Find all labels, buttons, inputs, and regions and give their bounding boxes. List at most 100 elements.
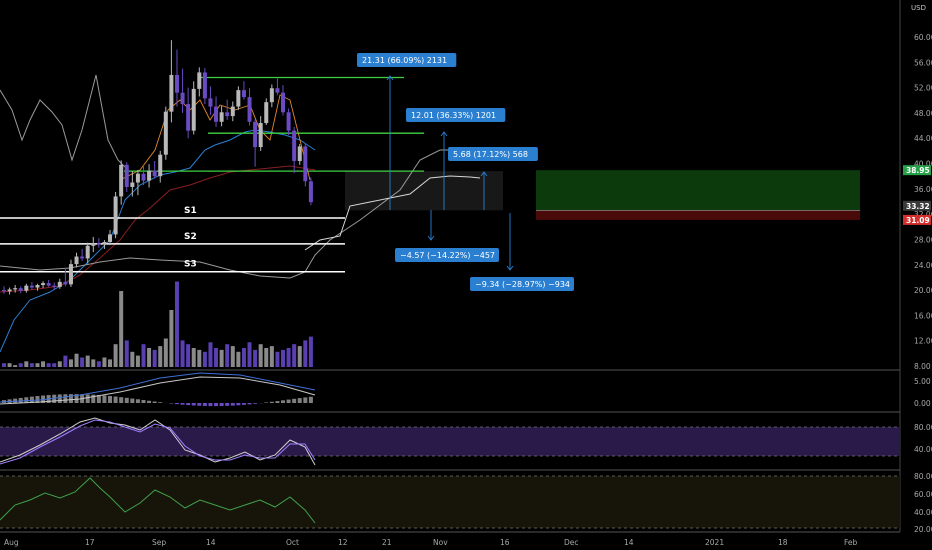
price-tick: 60.00 xyxy=(914,33,932,42)
volume-bar xyxy=(264,348,269,367)
candle-body xyxy=(186,104,191,131)
candle-body xyxy=(158,154,163,177)
time-tick: 14 xyxy=(624,538,634,547)
macd-histogram-bar xyxy=(124,397,129,403)
candle-body xyxy=(180,92,185,105)
down-arrow-icon xyxy=(506,265,514,271)
price-tick: 16.00 xyxy=(914,311,932,320)
volume-bar xyxy=(130,351,135,367)
time-tick: 14 xyxy=(206,538,216,547)
level-lines[interactable]: S1 S2 S3 xyxy=(0,76,424,273)
axes[interactable]: 60.00 56.00 52.00 48.00 44.00 40.00 36.00 32.00… xyxy=(4,33,932,547)
volume-bar xyxy=(163,338,168,367)
candle-body xyxy=(113,196,118,235)
macd-histogram-bar xyxy=(186,403,191,406)
candle-body xyxy=(63,281,68,285)
price-tick: 28.00 xyxy=(914,235,932,244)
volume-bar xyxy=(13,365,18,367)
candle-body xyxy=(297,146,302,162)
measure-label-box xyxy=(395,248,499,262)
volume-bar xyxy=(297,346,302,367)
volume-bar xyxy=(269,346,274,367)
rsi-tick: 80.00 xyxy=(914,472,932,481)
candle-body xyxy=(303,146,308,182)
price-badge xyxy=(903,200,931,211)
macd-signal-line xyxy=(0,376,316,405)
measure-tools[interactable]: 21.31 (66.09%) 2131 12.01 (36.33%) 1201 5.… xyxy=(357,53,574,291)
time-tick: Sep xyxy=(152,538,166,547)
macd-histogram-bar xyxy=(214,403,219,407)
support-label-s3: S3 xyxy=(184,260,197,270)
target-zone xyxy=(536,170,860,211)
oscillator-panels xyxy=(0,372,316,524)
macd-histogram-bar xyxy=(269,401,274,403)
volume-bar xyxy=(113,344,118,367)
currency-label: USD xyxy=(911,4,926,12)
volume-bar xyxy=(308,336,313,367)
candle-body xyxy=(119,164,124,197)
candle-body xyxy=(46,283,51,286)
candle-body xyxy=(35,285,40,288)
candle-body xyxy=(241,90,246,98)
time-tick: Nov xyxy=(433,538,448,547)
stop-zone xyxy=(536,210,860,220)
candle-body xyxy=(124,164,129,187)
price-badge-label: 38.95 xyxy=(906,166,930,175)
support-label-s1: S1 xyxy=(184,206,197,216)
time-tick: 16 xyxy=(500,538,510,547)
volume-bar xyxy=(108,359,113,367)
volume-bar xyxy=(158,346,163,367)
volume-bar xyxy=(152,349,157,367)
measure-label: 21.31 (66.09%) 2131 xyxy=(362,56,447,65)
price-tick: 20.00 xyxy=(914,286,932,295)
price-badge xyxy=(903,165,931,176)
candle-body xyxy=(130,182,135,187)
macd-histogram-bar xyxy=(63,394,68,403)
time-tick: 2021 xyxy=(705,538,724,547)
candle-body xyxy=(269,88,274,103)
macd-histogram-bar xyxy=(191,403,196,406)
macd-histogram-bar xyxy=(130,398,135,403)
candle-body xyxy=(174,74,179,93)
volume-bar xyxy=(191,348,196,367)
price-tick: 8.00 xyxy=(914,362,931,371)
up-arrow-icon xyxy=(386,75,394,81)
candles xyxy=(2,40,313,295)
macd-histogram-bar xyxy=(57,394,62,403)
macd-histogram-bar xyxy=(253,403,258,404)
price-badge-label: 31.09 xyxy=(906,216,930,225)
stoch-band xyxy=(0,427,900,456)
volume-bar xyxy=(275,351,280,367)
macd-histogram-bar xyxy=(286,399,291,403)
measure-label: −9.34 (−28.97%) −934 xyxy=(475,280,570,289)
volume-bar xyxy=(225,344,230,367)
volume-bar xyxy=(35,363,40,367)
position-zones xyxy=(345,170,860,220)
macd-tick: 5.00 xyxy=(914,377,931,386)
measure-label-box xyxy=(357,53,457,67)
macd-histogram-bar xyxy=(247,403,252,405)
candle-body xyxy=(96,243,101,245)
volume-bar xyxy=(253,349,258,367)
down-arrow-icon xyxy=(427,235,435,241)
volume-bar xyxy=(241,348,246,367)
measure-label: 12.01 (36.33%) 1201 xyxy=(411,111,496,120)
time-tick: Dec xyxy=(564,538,579,547)
stoch-tick: 80.00 xyxy=(914,423,932,432)
volume-bar xyxy=(102,357,107,367)
volume-bar xyxy=(292,344,297,367)
volume-bar xyxy=(119,291,124,367)
macd-histogram-bar xyxy=(74,394,79,403)
volume-bar xyxy=(214,348,219,367)
volume-bar xyxy=(186,344,191,367)
macd-histogram-bar xyxy=(225,403,230,406)
macd-histogram-bar xyxy=(35,396,40,403)
measure-label-box xyxy=(470,277,574,291)
gray-indicator-line xyxy=(0,74,129,171)
volume-bars xyxy=(2,281,313,367)
candle-body xyxy=(214,106,219,122)
macd-tick: 0.00 xyxy=(914,399,931,408)
price-tick: 24.00 xyxy=(914,261,932,270)
